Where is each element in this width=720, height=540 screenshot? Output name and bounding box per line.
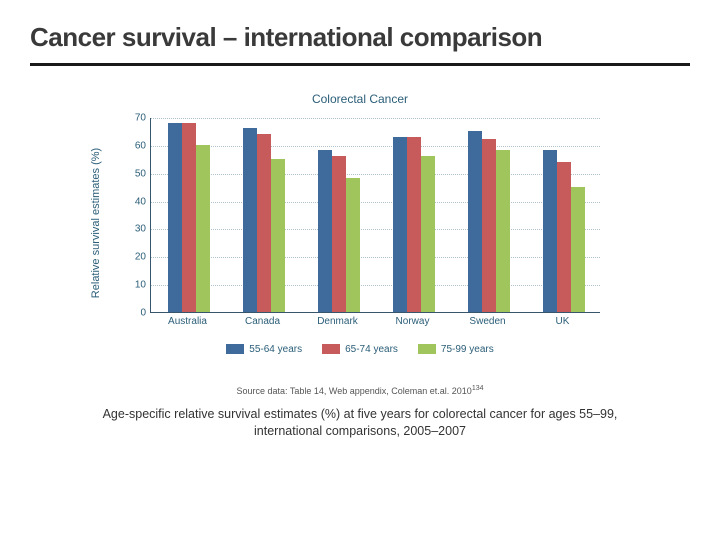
chart-container: Colorectal Cancer Relative survival esti… <box>110 92 610 355</box>
page-title: Cancer survival – international comparis… <box>30 22 690 53</box>
x-tick-label: UK <box>556 316 570 327</box>
gridline <box>151 118 600 119</box>
slide-container: Cancer survival – international comparis… <box>0 0 720 540</box>
legend-swatch <box>226 344 244 354</box>
y-tick-label: 60 <box>124 140 146 151</box>
y-tick-label: 10 <box>124 280 146 291</box>
y-tick-label: 20 <box>124 252 146 263</box>
caption: Age-specific relative survival estimates… <box>80 406 640 440</box>
bar <box>482 139 496 312</box>
legend-item: 55-64 years <box>226 344 302 355</box>
bar <box>496 150 510 312</box>
chart-title: Colorectal Cancer <box>110 92 610 106</box>
legend-label: 55-64 years <box>249 344 302 355</box>
chart-frame: Relative survival estimates (%) Australi… <box>110 108 610 338</box>
x-labels: Australia Canada Denmark Norway Sweden UK <box>150 316 600 334</box>
source-citation: Source data: Table 14, Web appendix, Col… <box>30 385 690 396</box>
legend-label: 65-74 years <box>345 344 398 355</box>
bar <box>271 159 285 312</box>
bar <box>182 123 196 312</box>
bar <box>543 150 557 312</box>
y-tick-label: 40 <box>124 196 146 207</box>
bar <box>421 156 435 312</box>
source-sup: 134 <box>472 385 484 392</box>
title-rule <box>30 63 690 66</box>
y-tick-label: 0 <box>124 308 146 319</box>
bar <box>393 137 407 313</box>
bar <box>196 145 210 312</box>
bar <box>557 162 571 312</box>
y-tick-label: 50 <box>124 168 146 179</box>
x-tick-label: Sweden <box>469 316 505 327</box>
y-tick-label: 30 <box>124 224 146 235</box>
legend: 55-64 years 65-74 years 75-99 years <box>110 344 610 355</box>
x-tick-label: Denmark <box>317 316 358 327</box>
legend-label: 75-99 years <box>441 344 494 355</box>
gridline <box>151 174 600 175</box>
legend-item: 65-74 years <box>322 344 398 355</box>
plot-area <box>150 118 600 313</box>
bar <box>257 134 271 312</box>
bar <box>468 131 482 312</box>
bar <box>407 137 421 313</box>
bar <box>346 178 360 312</box>
bar <box>571 187 585 312</box>
source-text: Source data: Table 14, Web appendix, Col… <box>236 386 471 396</box>
x-tick-label: Australia <box>168 316 207 327</box>
y-axis-label: Relative survival estimates (%) <box>90 148 102 298</box>
legend-swatch <box>322 344 340 354</box>
bar <box>332 156 346 312</box>
bar <box>318 150 332 312</box>
legend-swatch <box>418 344 436 354</box>
legend-item: 75-99 years <box>418 344 494 355</box>
gridline <box>151 229 600 230</box>
gridline <box>151 202 600 203</box>
bar <box>243 128 257 312</box>
bar <box>168 123 182 312</box>
y-tick-label: 70 <box>124 113 146 124</box>
x-tick-label: Canada <box>245 316 280 327</box>
x-tick-label: Norway <box>396 316 430 327</box>
gridline <box>151 146 600 147</box>
gridline <box>151 257 600 258</box>
gridline <box>151 285 600 286</box>
